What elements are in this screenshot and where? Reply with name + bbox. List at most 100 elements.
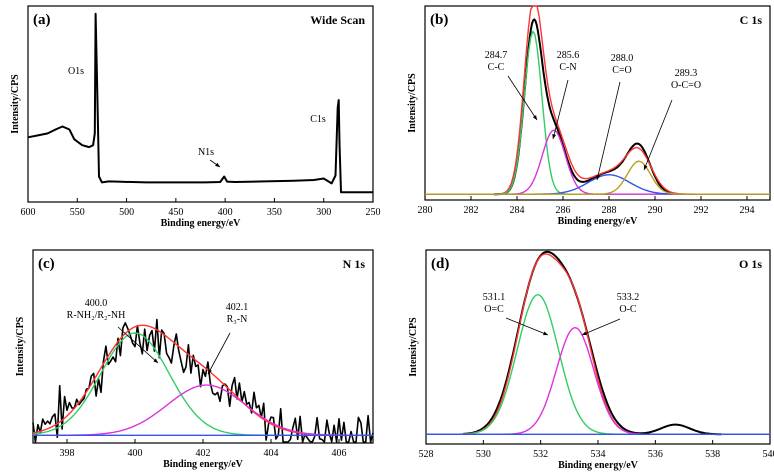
x-tick-label: 288 — [602, 205, 617, 216]
x-tick-label: 284 — [510, 205, 525, 216]
x-tick-label: 600 — [21, 207, 36, 218]
y-axis-label: Intensity/CPS — [408, 317, 419, 377]
chart-panel-4: 528 530 532 534 536 538 540 Binding energy/eV In… — [408, 249, 774, 471]
x-tick-label: 280 — [418, 205, 433, 216]
x-tick-label: 532 — [533, 449, 548, 460]
annotation-cn-leader — [552, 79, 569, 140]
x-tick-label: 398 — [60, 448, 75, 459]
panel-label: (d) — [431, 256, 449, 272]
annotation-cn: 285.6 — [557, 50, 580, 61]
annotation-nh: 400.0 — [85, 298, 108, 309]
annotation-oc-double-arrowhead — [543, 331, 548, 336]
x-tick-label: 536 — [648, 449, 663, 460]
chart-panel-1: 600 550 500 450 400 350 300 250 Binding energy/e… — [10, 5, 381, 229]
series-line-3 — [425, 30, 770, 195]
panel-label: (b) — [430, 12, 448, 28]
x-tick-label: 404 — [264, 448, 279, 459]
x-tick-label: 294 — [740, 205, 755, 216]
annotation-r3n-arrowhead — [208, 369, 212, 374]
x-tick-label: 500 — [119, 207, 134, 218]
y-axis-label: Intensity/CPS — [407, 73, 418, 133]
series-line-3 — [426, 293, 770, 435]
annotation-occo-line-2: O-C=O — [671, 80, 701, 91]
plot-frame — [425, 249, 771, 445]
annotation-nh-leader — [117, 326, 159, 364]
annotation-oc-single: 533.2 — [617, 292, 640, 303]
x-tick-label: 534 — [591, 449, 606, 460]
annotation-oc-single-leader — [581, 318, 621, 336]
x-tick-label: 406 — [332, 448, 347, 459]
x-tick-label: 550 — [70, 207, 85, 218]
annotation-co-arrowhead — [596, 175, 600, 180]
x-tick-label: 250 — [366, 207, 381, 218]
series-line-6 — [425, 160, 770, 195]
x-tick-label: 538 — [705, 449, 720, 460]
x-tick-label: 286 — [556, 205, 571, 216]
x-tick-label: 400 — [128, 448, 143, 459]
x-tick-label: 292 — [694, 205, 709, 216]
chart-title: O 1s — [739, 257, 762, 271]
annotation-oc-single-arrowhead — [582, 331, 587, 336]
chart-panel-2: 280 282 284 286 288 290 292 294 Binding energy/e… — [407, 5, 771, 227]
annotation-c1s: C1s — [310, 114, 326, 125]
panel-label: (c) — [38, 256, 55, 272]
annotation-nh-arrowhead — [153, 358, 158, 363]
annotation-occo-leader — [643, 99, 673, 171]
x-tick-label: 530 — [476, 449, 491, 460]
series-line-1 — [463, 250, 722, 436]
x-tick-label: 400 — [218, 207, 233, 218]
chart-title: Wide Scan — [310, 13, 365, 27]
annotation-r3n-line-2: R₃-N — [227, 314, 248, 325]
annotation-co-leader — [596, 81, 621, 181]
annotation-oc-double-line-2: O=C — [484, 304, 504, 315]
x-tick-label: 290 — [648, 205, 663, 216]
series-line-2 — [32, 324, 373, 436]
annotation-oc-single-line-2: O-C — [619, 304, 637, 315]
series-line-2 — [425, 5, 770, 195]
annotation-cc-arrowhead — [532, 115, 537, 120]
x-axis-label: Binding energy/eV — [558, 460, 639, 471]
chart-title: C 1s — [740, 13, 763, 27]
plot-frame — [32, 249, 374, 444]
annotation-oc-double: 531.1 — [483, 292, 506, 303]
annotation-oc-double-leader — [505, 317, 549, 336]
x-tick-label: 282 — [464, 205, 479, 216]
annotation-co: 288.0 — [611, 53, 634, 64]
annotation-o1s: O1s — [68, 66, 84, 77]
annotation-r3n: 402.1 — [226, 302, 249, 313]
annotation-cc: 284.7 — [485, 50, 508, 61]
annotation-n1s: N1s — [198, 147, 214, 158]
panel-label: (a) — [33, 12, 51, 28]
chart-panel-3: 398 400 402 404 406 Binding energy/eV Intensit… — [15, 249, 374, 470]
chart-title: N 1s — [343, 257, 366, 271]
annotation-cc-leader — [507, 75, 538, 121]
series-line-4 — [33, 384, 373, 436]
annotation-cn-arrowhead — [552, 134, 557, 139]
annotation-cc-line-2: C-C — [488, 62, 505, 73]
annotation-cn-line-2: C-N — [559, 62, 576, 73]
series-line-2 — [426, 253, 770, 435]
annotation-occo-arrowhead — [643, 165, 648, 170]
series-line-1 — [27, 12, 373, 194]
series-line-1 — [32, 318, 374, 443]
annotation-occo: 289.3 — [675, 68, 698, 79]
annotation-n1s-arrowhead — [215, 162, 220, 167]
x-tick-label: 540 — [763, 449, 774, 460]
y-axis-label: Intensity/CPS — [10, 74, 21, 134]
series-line-3 — [32, 332, 373, 436]
x-tick-label: 450 — [168, 207, 183, 218]
x-tick-label: 300 — [316, 207, 331, 218]
plot-frame — [27, 5, 374, 203]
y-axis-label: Intensity/CPS — [15, 316, 26, 376]
annotation-r3n-leader — [207, 332, 231, 375]
x-axis-label: Binding energy/eV — [161, 218, 242, 229]
series-line-4 — [425, 129, 770, 195]
plot-frame — [424, 5, 771, 201]
x-tick-label: 350 — [267, 207, 282, 218]
x-tick-label: 528 — [419, 449, 434, 460]
x-tick-label: 402 — [196, 448, 211, 459]
annotation-co-line-2: C=O — [612, 65, 632, 76]
x-axis-label: Binding energy/eV — [163, 459, 244, 470]
x-axis-label: Binding energy/eV — [558, 216, 639, 227]
